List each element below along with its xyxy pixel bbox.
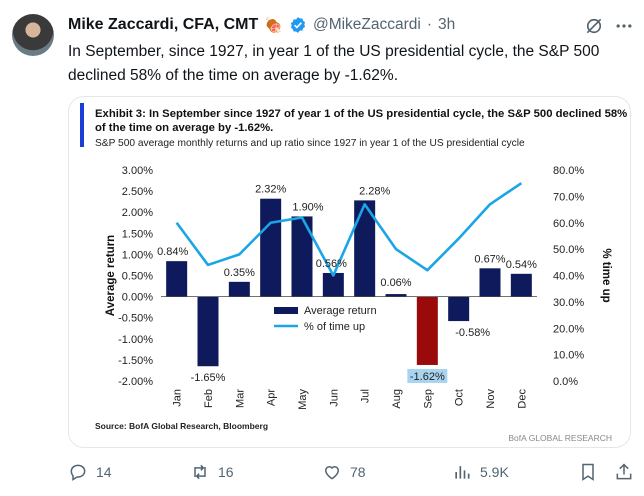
x-tick-label: Jan — [172, 389, 184, 407]
bar-mar — [228, 281, 250, 297]
x-tick-label: Aug — [391, 389, 403, 409]
y2-tick-label: 60.0% — [553, 218, 584, 230]
bar-nov — [479, 268, 501, 297]
tweet-header: Mike Zaccardi, CFA, CMT 🍖 @MikeZaccardi … — [68, 14, 455, 36]
y-tick-label: 1.50% — [122, 228, 153, 240]
share-icon — [616, 463, 632, 480]
bar-sep — [416, 296, 438, 365]
like-count: 78 — [350, 464, 366, 480]
x-tick-label: Apr — [266, 389, 278, 406]
bar-may — [291, 216, 313, 297]
data-label-sep: -1.62% — [410, 371, 445, 383]
meat-emoji-icon: 🍖 — [264, 17, 283, 34]
y-tick-label: 2.50% — [122, 186, 153, 198]
data-label-mar: 0.35% — [224, 267, 255, 279]
x-tick-label: Sep — [422, 389, 434, 409]
y-tick-label: 0.50% — [122, 271, 153, 283]
reply-icon — [70, 464, 86, 481]
y-tick-label: -0.50% — [118, 313, 153, 325]
chart-image-card[interactable]: Exhibit 3: In September since 1927 of ye… — [68, 96, 631, 448]
separator-dot: · — [426, 16, 433, 33]
x-tick-label: Oct — [454, 389, 466, 406]
y-tick-label: 0.00% — [122, 292, 153, 304]
x-tick-label: Dec — [516, 389, 528, 409]
up-ratio-line — [175, 182, 523, 277]
reply-button[interactable]: 14 — [68, 462, 112, 482]
bar-oct — [448, 296, 470, 322]
y2-tick-label: 0.0% — [553, 376, 578, 388]
legend-label-bars: Average return — [304, 305, 377, 317]
analytics-icon — [455, 466, 470, 479]
more-options-icon[interactable] — [614, 18, 634, 34]
grok-icon[interactable] — [584, 16, 604, 36]
y-tick-label: 1.00% — [122, 249, 153, 261]
timestamp[interactable]: 3h — [438, 16, 456, 33]
y2-tick-label: 80.0% — [553, 165, 584, 177]
repost-count: 16 — [218, 464, 234, 480]
views-count: 5.9K — [480, 464, 509, 480]
y-axis-title: Average return — [105, 235, 117, 316]
author-handle[interactable]: @MikeZaccardi — [312, 16, 421, 33]
tweet-text: In September, since 1927, in year 1 of t… — [68, 43, 600, 84]
avatar[interactable] — [12, 14, 54, 56]
exhibit-title-line1: Exhibit 3: In September since 1927 of ye… — [95, 108, 627, 120]
sep-label-highlight — [407, 368, 448, 383]
exhibit-chart: Exhibit 3: In September since 1927 of ye… — [80, 103, 627, 443]
views-button[interactable]: 5.9K — [452, 462, 509, 482]
data-label-jul: 2.28% — [359, 185, 390, 197]
y2-tick-label: 10.0% — [553, 350, 584, 362]
y2-tick-label: 70.0% — [553, 191, 584, 203]
data-label-apr: 2.32% — [255, 184, 286, 196]
bar-apr — [260, 198, 282, 297]
legend-label-line: % of time up — [304, 321, 365, 333]
y-tick-label: -1.50% — [118, 355, 153, 367]
y2-tick-label: 30.0% — [553, 297, 584, 309]
bar-jun — [322, 272, 344, 297]
bar-feb — [197, 296, 219, 367]
data-label-jan: 0.84% — [157, 246, 188, 258]
legend-bar-swatch — [274, 307, 298, 314]
author-name[interactable]: Mike Zaccardi, CFA, CMT — [68, 16, 259, 33]
exhibit-subtitle: S&P 500 average monthly returns and up r… — [95, 138, 525, 149]
source-note: Source: BofA Global Research, Bloomberg — [95, 421, 268, 431]
heart-icon — [324, 466, 340, 480]
y2-tick-label: 20.0% — [553, 323, 584, 335]
exhibit-title-line2: of the time on average by -1.62%. — [95, 122, 273, 134]
bookmark-icon — [582, 463, 594, 481]
reply-count: 14 — [96, 464, 112, 480]
data-label-aug: 0.06% — [380, 277, 411, 289]
data-label-nov: 0.67% — [474, 253, 505, 265]
y2-tick-label: 50.0% — [553, 244, 584, 256]
y-tick-label: -2.00% — [118, 376, 153, 388]
verified-badge-icon[interactable] — [289, 16, 307, 34]
bar-jan — [166, 261, 188, 297]
x-tick-label: Nov — [485, 389, 497, 409]
data-label-feb: -1.65% — [191, 372, 226, 384]
x-tick-label: Jun — [328, 389, 340, 407]
y-tick-label: 2.00% — [122, 207, 153, 219]
brand-label: BofA GLOBAL RESEARCH — [508, 433, 612, 443]
y2-tick-label: 40.0% — [553, 271, 584, 283]
data-label-jun: 0.56% — [316, 258, 347, 270]
data-label-oct: -0.58% — [455, 327, 490, 339]
bar-aug — [385, 294, 407, 297]
title-accent-bar — [80, 103, 84, 147]
bar-dec — [510, 273, 532, 297]
x-tick-label: Mar — [234, 389, 246, 408]
x-tick-label: Feb — [203, 389, 215, 408]
repost-icon — [194, 464, 206, 480]
y-tick-label: -1.00% — [118, 334, 153, 346]
y-tick-label: 3.00% — [122, 165, 153, 177]
x-tick-label: May — [297, 389, 309, 410]
like-button[interactable]: 78 — [322, 462, 366, 482]
bar-jul — [354, 200, 376, 297]
y2-axis-title: % time up — [600, 248, 612, 302]
data-label-dec: 0.54% — [506, 259, 537, 271]
share-button[interactable] — [614, 462, 634, 482]
x-tick-label: Jul — [360, 389, 372, 403]
repost-button[interactable]: 16 — [190, 462, 234, 482]
bookmark-button[interactable] — [578, 462, 598, 482]
data-label-may: 1.90% — [292, 201, 323, 213]
